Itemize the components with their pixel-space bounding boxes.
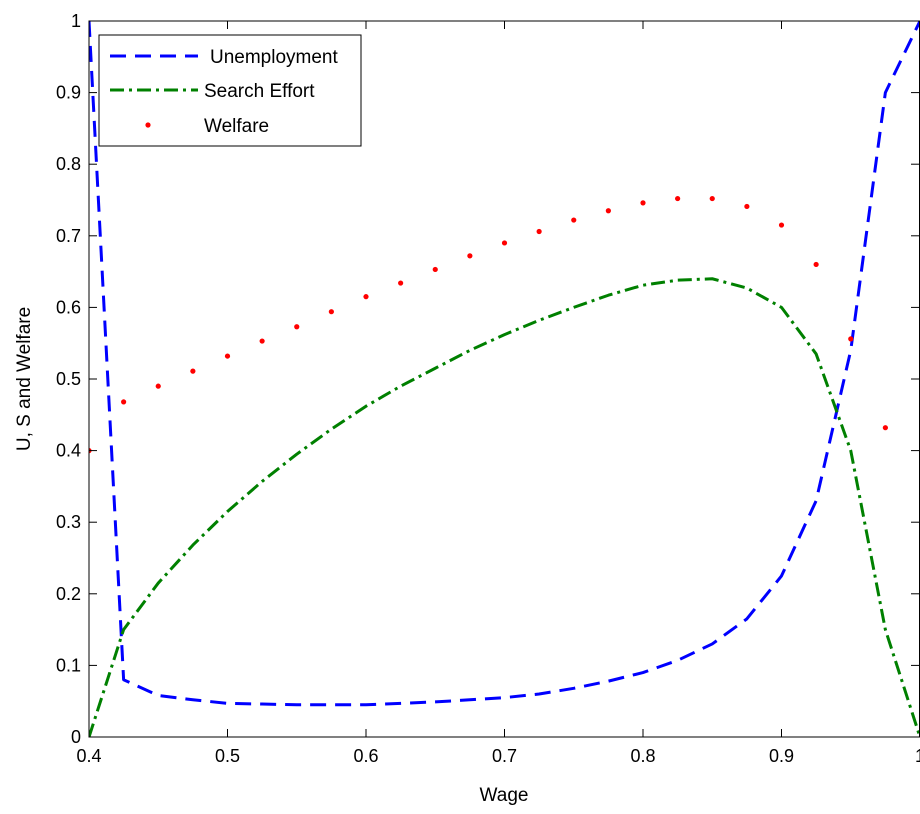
x-tick-label: 0.9: [769, 746, 794, 766]
x-tick-label: 1: [915, 746, 920, 766]
data-point-welfare: [848, 336, 854, 342]
y-tick-label: 0.8: [56, 154, 81, 174]
y-tick-label: 0.3: [56, 512, 81, 532]
data-point-welfare: [882, 425, 888, 431]
data-point-welfare: [778, 222, 785, 228]
data-point-welfare: [190, 368, 196, 374]
x-tick-label: 0.6: [353, 746, 378, 766]
legend-item-search-effort: Search Effort: [110, 81, 315, 102]
data-point-welfare: [744, 203, 750, 210]
legend-swatch-welfare: [145, 122, 151, 128]
legend-item-unemployment: Unemployment: [110, 47, 338, 68]
data-point-welfare: [501, 240, 508, 246]
y-tick-label: 0: [71, 727, 81, 747]
legend-item-welfare: Welfare: [145, 116, 269, 137]
series-layer: [89, 20, 920, 738]
y-tick-label: 0.5: [56, 369, 81, 389]
y-tick-label: 0.6: [56, 297, 81, 317]
series-welfare: [89, 195, 888, 454]
x-tick-label: 0.7: [492, 746, 517, 766]
y-axis-label: U, S and Welfare: [14, 307, 35, 451]
y-tick-label: 0.4: [56, 441, 81, 461]
y-tick-label: 0.2: [56, 584, 81, 604]
data-point-welfare: [224, 353, 231, 359]
data-point-welfare: [675, 195, 681, 202]
y-tick-label: 0.7: [56, 226, 81, 246]
x-tick-label: 0.5: [215, 746, 240, 766]
data-point-welfare: [328, 309, 334, 315]
ticks-layer: 0.4 0.5 0.6 0.7 0.8 0.9 1 0 0.1 0.2 0.3 0.4 0.5 0.6 0.…: [56, 11, 920, 766]
y-tick-label: 0.9: [56, 83, 81, 103]
data-point-welfare: [363, 294, 369, 300]
x-tick-label: 0.8: [630, 746, 655, 766]
legend-label-search-effort: Search Effort: [204, 81, 315, 102]
data-point-welfare: [640, 200, 646, 206]
data-point-welfare: [259, 338, 265, 344]
data-point-welfare: [605, 208, 611, 214]
data-point-welfare: [536, 228, 542, 235]
data-point-welfare: [398, 280, 404, 286]
legend-label-welfare: Welfare: [204, 116, 269, 137]
data-point-welfare: [571, 217, 577, 223]
data-point-welfare: [813, 261, 819, 268]
x-axis-label: Wage: [480, 785, 529, 806]
series-line-search-effort: [89, 277, 920, 738]
y-tick-label: 0.1: [56, 655, 81, 675]
data-point-welfare: [155, 383, 161, 389]
data-point-welfare: [121, 399, 127, 405]
legend-label-unemployment: Unemployment: [210, 47, 338, 68]
data-point-welfare: [294, 324, 300, 330]
legend: Unemployment Search Effort Welfare: [98, 34, 362, 147]
data-point-welfare: [709, 195, 715, 202]
data-point-welfare: [467, 253, 473, 259]
x-tick-label: 0.4: [76, 746, 101, 766]
series-line-unemployment: [89, 20, 920, 707]
y-tick-label: 1: [71, 11, 81, 31]
data-point-welfare: [432, 266, 438, 273]
